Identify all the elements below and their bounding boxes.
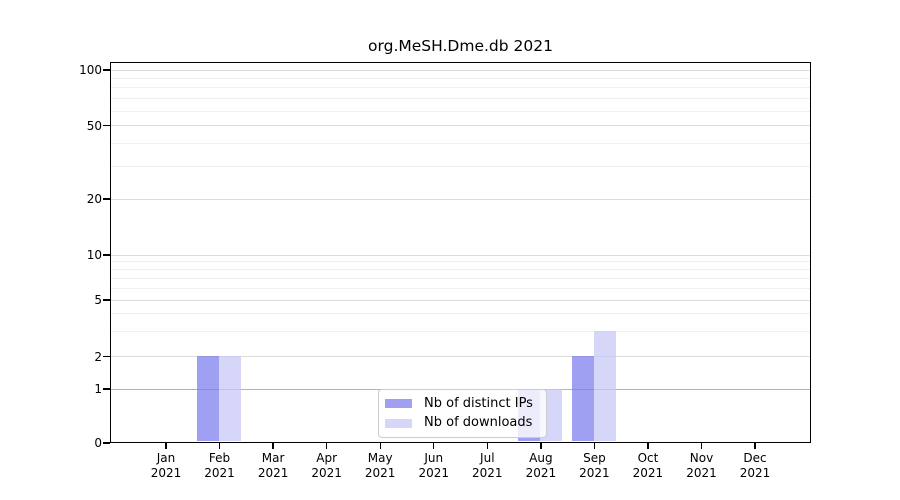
y-minor-gridline <box>111 143 810 145</box>
x-tick-label: Apr 2021 <box>295 451 359 481</box>
y-tick-mark <box>103 299 110 301</box>
x-tick-month: Jul <box>480 451 495 465</box>
y-minor-gridline <box>111 110 810 112</box>
x-tick-year: 2021 <box>632 466 664 480</box>
bar-downloads-feb <box>219 356 242 441</box>
y-gridline <box>111 125 810 127</box>
x-tick-month: Sep <box>583 451 606 465</box>
x-tick-year: 2021 <box>418 466 450 480</box>
x-tick-label: May 2021 <box>348 451 412 481</box>
y-minor-gridline <box>111 261 810 263</box>
x-tick-month: Aug <box>529 451 553 465</box>
x-tick-month: May <box>367 451 393 465</box>
x-tick-mark <box>272 443 274 449</box>
y-tick-mark <box>103 388 110 390</box>
x-tick-label: Nov 2021 <box>670 451 734 481</box>
bar-downloads-sep <box>593 330 616 441</box>
chart-title: org.MeSH.Dme.db 2021 <box>368 37 553 55</box>
x-tick-mark <box>218 443 221 449</box>
y-minor-gridline <box>111 277 810 279</box>
x-tick-month: Dec <box>743 451 767 465</box>
x-tick-label: Oct 2021 <box>616 451 680 481</box>
x-tick-year: 2021 <box>204 466 235 480</box>
y-gridline <box>111 356 810 357</box>
y-gridline <box>111 254 810 256</box>
x-tick-mark <box>647 443 649 449</box>
y-gridline <box>111 299 810 301</box>
y-tick-label: 1 <box>94 382 102 396</box>
y-minor-gridline <box>111 98 810 100</box>
y-minor-gridline <box>111 77 810 79</box>
x-tick-label: Feb 2021 <box>188 451 252 481</box>
x-tick-mark <box>754 443 756 449</box>
y-tick-mark <box>103 355 110 358</box>
y-tick-label: 100 <box>79 63 102 77</box>
x-tick-mark <box>540 443 542 449</box>
x-tick-month: Nov <box>689 451 714 465</box>
y-tick-label: 20 <box>86 192 102 206</box>
y-minor-gridline <box>111 330 810 332</box>
x-tick-label: Mar 2021 <box>241 451 305 481</box>
x-tick-year: 2021 <box>311 466 342 480</box>
x-tick-month: Apr <box>316 451 338 465</box>
y-tick-mark <box>103 125 110 127</box>
legend-label-downloads: Nb of downloads <box>424 415 533 431</box>
bar-distinct-ips-sep <box>571 356 594 441</box>
x-tick-year: 2021 <box>739 466 771 480</box>
x-tick-year: 2021 <box>150 466 182 480</box>
x-tick-label: Jun 2021 <box>402 451 466 481</box>
y-gridline <box>111 198 810 200</box>
legend-label-distinct-ips: Nb of distinct IPs <box>424 395 533 411</box>
x-tick-month: Mar <box>261 451 285 465</box>
y-minor-gridline <box>111 268 810 270</box>
legend-swatch-distinct-ips <box>385 399 412 409</box>
x-tick-mark <box>486 443 488 449</box>
bar-distinct-ips-feb <box>197 356 220 441</box>
x-tick-year: 2021 <box>525 466 557 480</box>
legend-swatch-downloads <box>385 418 412 428</box>
plot-area: Nb of distinct IPs Nb of downloads <box>110 62 811 443</box>
x-tick-year: 2021 <box>579 466 610 480</box>
x-tick-mark <box>165 443 167 449</box>
y-tick-label: 5 <box>94 293 102 307</box>
x-tick-mark <box>593 443 596 449</box>
y-minor-gridline <box>111 287 810 289</box>
x-tick-year: 2021 <box>364 466 396 480</box>
x-tick-month: Jun <box>424 451 444 465</box>
y-tick-mark <box>103 254 110 256</box>
x-tick-month: Feb <box>208 451 231 465</box>
y-gridline <box>111 69 810 71</box>
x-tick-year: 2021 <box>257 466 289 480</box>
x-tick-month: Jan <box>156 451 176 465</box>
y-tick-label: 50 <box>86 118 102 133</box>
y-tick-label: 10 <box>86 248 102 262</box>
legend: Nb of distinct IPs Nb of downloads <box>378 389 547 438</box>
y-tick-mark <box>103 198 110 200</box>
legend-item-distinct-ips: Nb of distinct IPs <box>379 395 546 413</box>
y-minor-gridline <box>111 313 810 315</box>
x-tick-label: Jan 2021 <box>134 451 198 481</box>
x-tick-year: 2021 <box>472 466 503 480</box>
y-tick-mark <box>103 69 110 71</box>
x-tick-label: Aug 2021 <box>509 451 573 481</box>
x-tick-month: Oct <box>637 451 659 465</box>
x-tick-label: Sep 2021 <box>562 451 626 481</box>
x-tick-mark <box>700 443 703 449</box>
y-minor-gridline <box>111 87 810 89</box>
x-tick-label: Jul 2021 <box>455 451 519 481</box>
y-minor-gridline <box>111 166 810 168</box>
y-tick-mark <box>103 442 110 444</box>
y-tick-label: 0 <box>94 436 102 450</box>
x-tick-label: Dec 2021 <box>723 451 787 481</box>
y-tick-label: 2 <box>94 349 102 364</box>
x-tick-mark <box>379 443 381 449</box>
x-tick-mark <box>325 443 328 449</box>
x-tick-year: 2021 <box>686 466 717 480</box>
legend-item-downloads: Nb of downloads <box>379 414 546 432</box>
x-tick-mark <box>433 443 435 449</box>
